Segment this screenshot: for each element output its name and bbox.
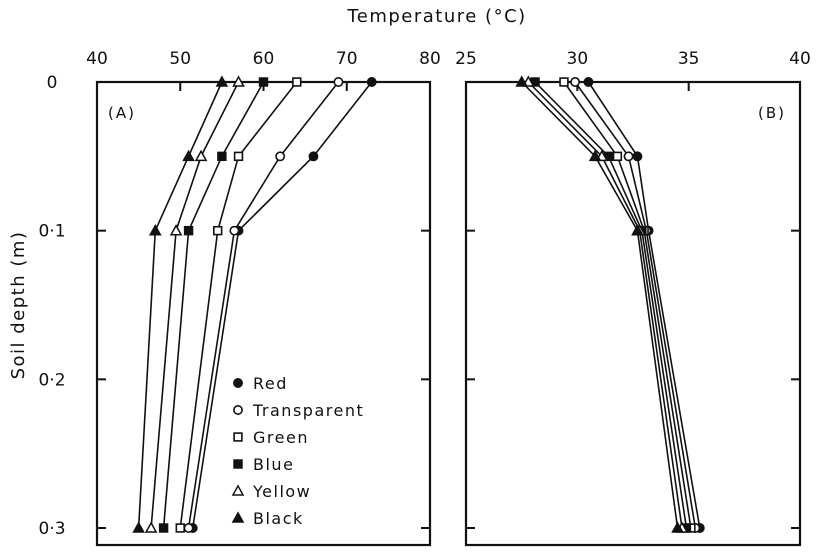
panel-label: (A) [108, 104, 136, 122]
data-point [292, 77, 302, 87]
legend-item-blue: Blue [233, 455, 294, 474]
data-point [232, 75, 245, 87]
series-line [587, 81, 701, 529]
y-axis-title: Soil depth (m) [8, 231, 29, 380]
data-point [217, 151, 227, 162]
data-point [631, 224, 644, 236]
x-axis-title: Temperature (°C) [346, 6, 526, 27]
x-tick-label: 40 [789, 49, 811, 69]
data-point [275, 151, 286, 162]
series-red [583, 77, 705, 533]
panel-frame [464, 80, 802, 547]
panel-b: 25 30 35 40 (B) [455, 49, 811, 547]
panel-a: 40 50 60 70 80 0 0·1 0·2 0·3 (A) [38, 49, 441, 547]
legend-label: Yellow [252, 482, 311, 501]
x-tick-label: 35 [678, 49, 700, 69]
series-black [515, 75, 684, 533]
x-tick-label: 25 [455, 49, 477, 69]
series-line [521, 81, 679, 529]
x-tick-label: 60 [253, 49, 275, 69]
series-line [534, 81, 688, 529]
series-line [187, 81, 340, 529]
x-tick-label: 40 [86, 49, 108, 69]
data-point [182, 149, 195, 162]
y-tick-label: 0·1 [38, 222, 65, 242]
legend-label: Transparent [252, 401, 364, 420]
legend-marker [233, 405, 243, 415]
legend-label: Red [253, 374, 288, 393]
data-point [588, 149, 602, 162]
legend-item-yellow: Yellow [231, 482, 311, 501]
series-line [527, 81, 683, 529]
series-line [574, 81, 697, 529]
series-yellow [522, 75, 689, 533]
data-point [213, 225, 223, 236]
data-point [233, 151, 244, 162]
x-tick-label: 80 [419, 49, 441, 69]
series-line [162, 81, 265, 529]
data-point [515, 75, 529, 87]
legend: Red Transparent Green Blue Yellow Black [231, 374, 364, 528]
series-blue [158, 77, 269, 533]
data-point [623, 151, 634, 162]
series-yellow [144, 75, 245, 533]
series-line [179, 81, 298, 529]
panel-label: (B) [758, 104, 786, 122]
series-black [132, 75, 229, 533]
data-point [583, 77, 594, 87]
data-point [158, 523, 169, 533]
data-point [175, 523, 185, 533]
data-point [632, 151, 643, 162]
data-point [183, 225, 194, 236]
legend-label: Blue [253, 455, 294, 474]
legend-marker [233, 459, 243, 469]
y-tick-label: 0·2 [38, 370, 65, 390]
series-line [563, 81, 692, 529]
legend-item-black: Black [231, 509, 304, 528]
data-point [570, 77, 581, 87]
legend-item-transparent: Transparent [233, 401, 364, 420]
data-point [132, 521, 145, 533]
data-point [671, 521, 684, 533]
data-point [559, 77, 569, 87]
data-point [144, 521, 158, 533]
data-point [229, 225, 240, 236]
data-point [258, 77, 269, 87]
legend-label: Green [253, 428, 309, 447]
legend-item-green: Green [233, 428, 309, 447]
series-green [559, 77, 696, 533]
series-line [137, 81, 223, 529]
x-tick-label: 70 [336, 49, 358, 69]
data-point [169, 224, 183, 236]
series-line [191, 81, 373, 529]
legend-marker [231, 484, 245, 496]
legend-label: Black [253, 509, 304, 528]
data-point [194, 149, 208, 162]
data-point [148, 224, 162, 236]
legend-marker [231, 511, 245, 523]
data-point [215, 75, 229, 87]
series-line [150, 81, 240, 529]
legend-marker [233, 378, 243, 388]
data-point [308, 151, 319, 162]
legend-item-red: Red [233, 374, 288, 393]
data-point [333, 77, 344, 87]
panel-frame [95, 80, 432, 547]
series-green [175, 77, 302, 533]
data-point [366, 77, 377, 87]
data-point [612, 151, 623, 162]
x-tick-label: 50 [169, 49, 191, 69]
y-tick-label: 0 [47, 73, 58, 93]
data-point [183, 523, 194, 533]
x-tick-label: 30 [567, 49, 589, 69]
y-tick-label: 0·3 [38, 519, 65, 539]
legend-marker [233, 432, 243, 442]
chart-panels: 40 50 60 70 80 0 0·1 0·2 0·3 (A) 25 30 35 40 (B) Red Tra… [38, 49, 811, 547]
